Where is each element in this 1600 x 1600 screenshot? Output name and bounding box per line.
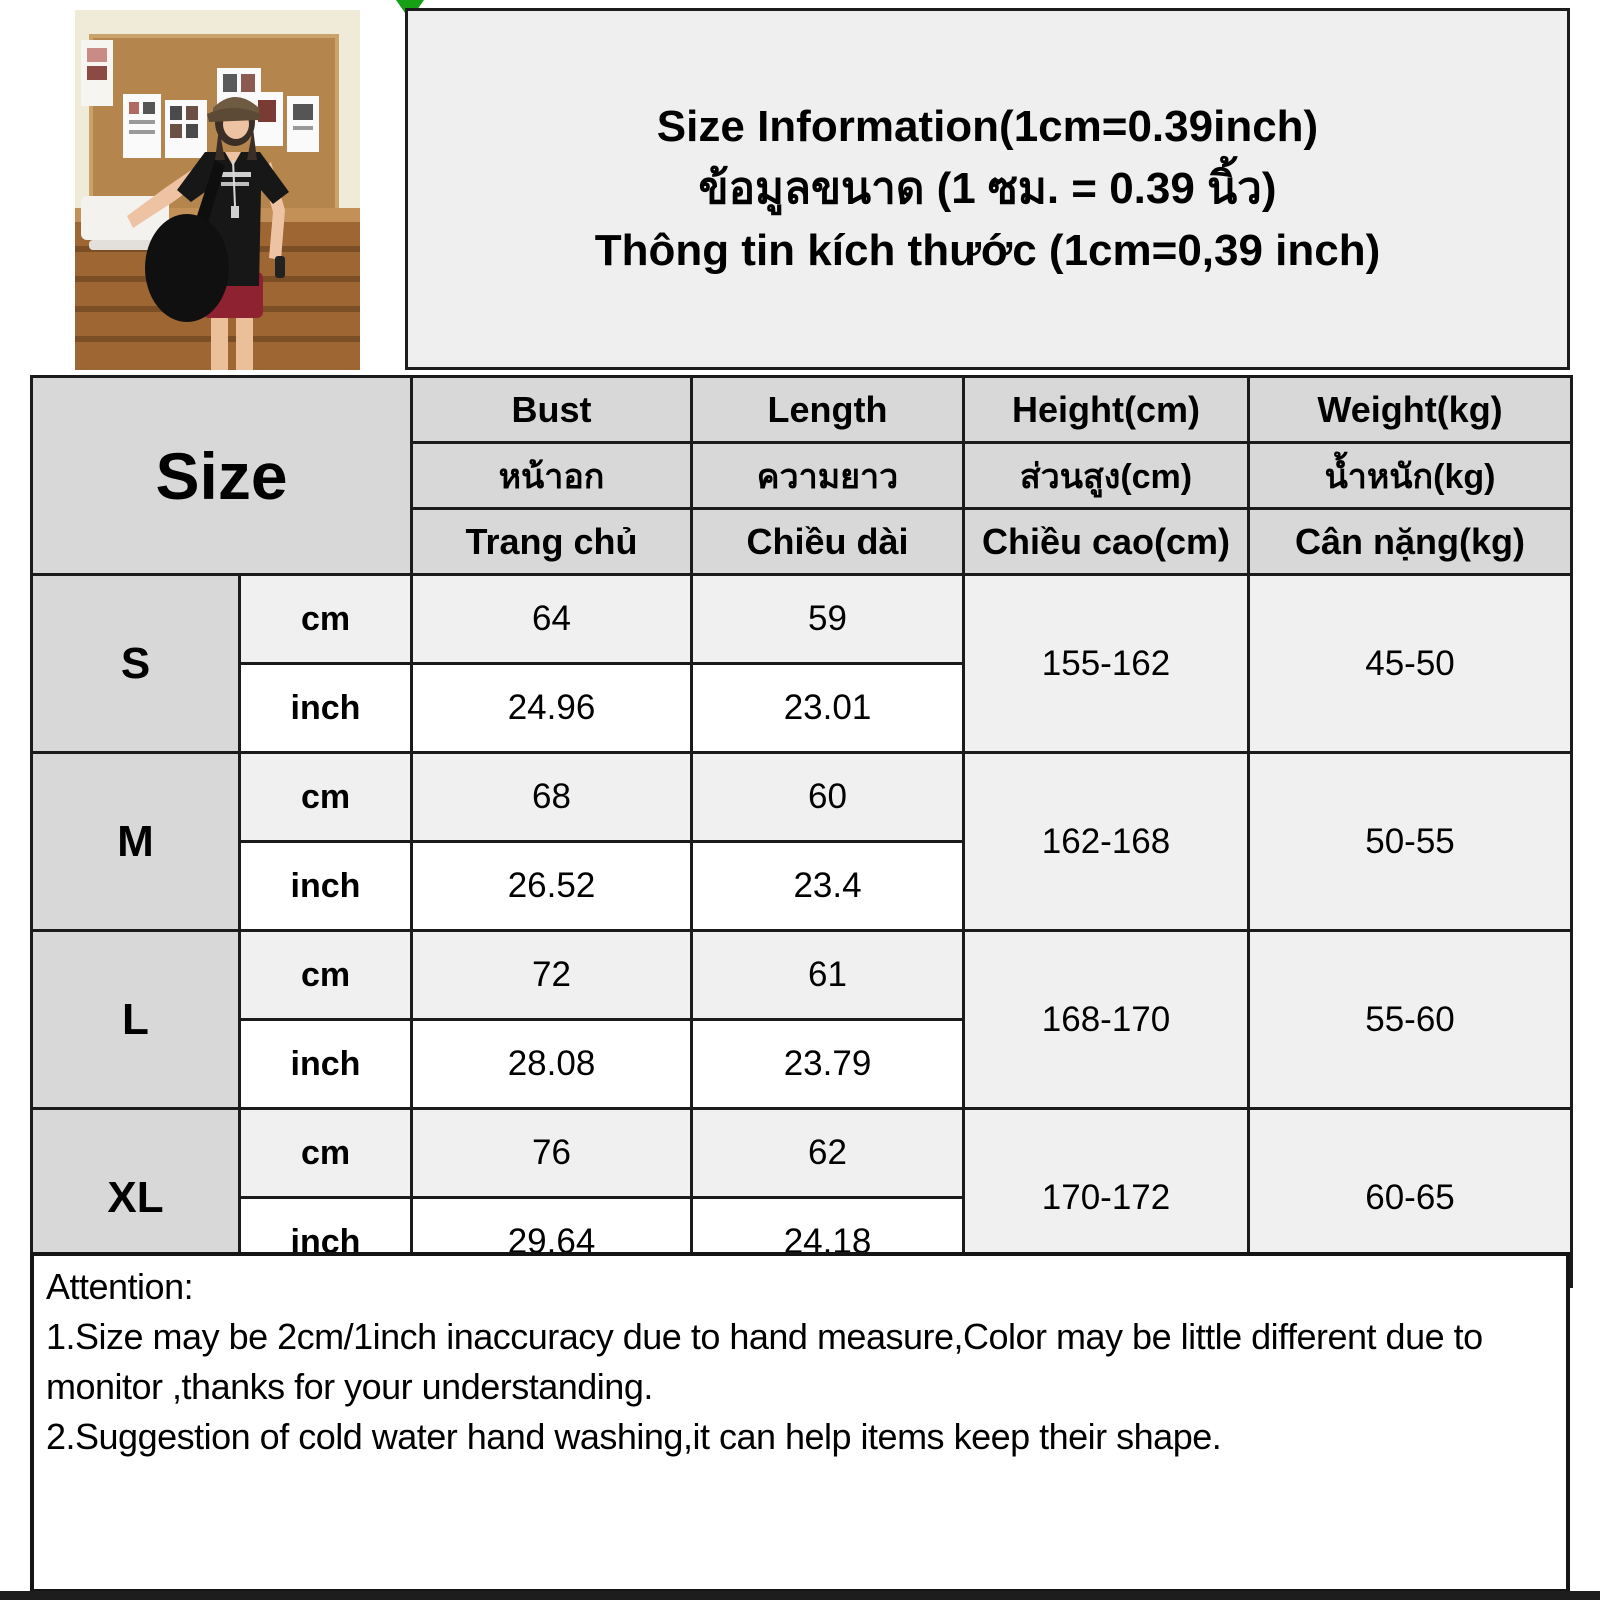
- cell-s-inch-bust: 24.96: [410, 662, 694, 754]
- product-photo: [75, 10, 360, 370]
- cell-l-cm-bust: 72: [410, 929, 694, 1021]
- cell-s-inch-length: 23.01: [690, 662, 966, 754]
- cell-s-weight: 45-50: [1247, 573, 1574, 754]
- row-label-m: M: [30, 751, 241, 932]
- col-header-bust-en: Bust: [410, 375, 694, 444]
- bottom-border-bar: [0, 1591, 1600, 1600]
- unit-label-cm: cm: [237, 573, 414, 665]
- title-box: Size Information(1cm=0.39inch) ข้อมูลขนา…: [405, 8, 1570, 370]
- cell-s-cm-length: 59: [690, 573, 966, 665]
- attention-heading: Attention:: [46, 1266, 194, 1307]
- title-en: Size Information(1cm=0.39inch): [656, 102, 1319, 151]
- size-table: Size Bust Length Height(cm) Weight(kg) ห…: [29, 375, 1574, 1288]
- col-header-length-en: Length: [690, 375, 966, 444]
- cell-xl-cm-length: 62: [690, 1107, 966, 1199]
- col-header-weight-vi: Cân nặng(kg): [1247, 507, 1574, 576]
- attention-note-1: 1.Size may be 2cm/1inch inaccuracy due t…: [46, 1316, 1483, 1407]
- unit-label-inch: inch: [237, 1018, 414, 1110]
- cell-m-weight: 50-55: [1247, 751, 1574, 932]
- title-th: ข้อมูลขนาด (1 ซม. = 0.39 นิ้ว): [698, 164, 1277, 213]
- unit-label-inch: inch: [237, 840, 414, 932]
- col-header-weight-th: น้ำหนัก(kg): [1247, 441, 1574, 510]
- col-header-length-th: ความยาว: [690, 441, 966, 510]
- col-header-height-th: ส่วนสูง(cm): [962, 441, 1251, 510]
- cell-m-cm-length: 60: [690, 751, 966, 843]
- cell-m-inch-bust: 26.52: [410, 840, 694, 932]
- attention-box: Attention: 1.Size may be 2cm/1inch inacc…: [30, 1252, 1570, 1593]
- size-column-header: Size: [29, 375, 414, 576]
- cell-m-inch-length: 23.4: [690, 840, 966, 932]
- cell-l-cm-length: 61: [690, 929, 966, 1021]
- col-header-weight-en: Weight(kg): [1247, 375, 1574, 444]
- cell-l-inch-bust: 28.08: [410, 1018, 694, 1110]
- row-label-s: S: [30, 573, 241, 754]
- title-vi: Thông tin kích thước (1cm=0,39 inch): [594, 226, 1381, 275]
- product-photo-illustration: [75, 10, 360, 370]
- unit-label-inch: inch: [237, 662, 414, 754]
- unit-label-cm: cm: [237, 929, 414, 1021]
- cell-m-height: 162-168: [962, 751, 1251, 932]
- unit-label-cm: cm: [237, 751, 414, 843]
- cell-m-cm-bust: 68: [410, 751, 694, 843]
- cell-l-inch-length: 23.79: [690, 1018, 966, 1110]
- unit-label-cm: cm: [237, 1107, 414, 1199]
- row-label-l: L: [30, 929, 241, 1110]
- cell-l-height: 168-170: [962, 929, 1251, 1110]
- col-header-length-vi: Chiều dài: [690, 507, 966, 576]
- col-header-bust-th: หน้าอก: [410, 441, 694, 510]
- col-header-height-vi: Chiều cao(cm): [962, 507, 1251, 576]
- attention-note-2: 2.Suggestion of cold water hand washing,…: [46, 1416, 1222, 1457]
- col-header-height-en: Height(cm): [962, 375, 1251, 444]
- cell-l-weight: 55-60: [1247, 929, 1574, 1110]
- col-header-bust-vi: Trang chủ: [410, 507, 694, 576]
- cell-s-height: 155-162: [962, 573, 1251, 754]
- cell-xl-cm-bust: 76: [410, 1107, 694, 1199]
- cell-s-cm-bust: 64: [410, 573, 694, 665]
